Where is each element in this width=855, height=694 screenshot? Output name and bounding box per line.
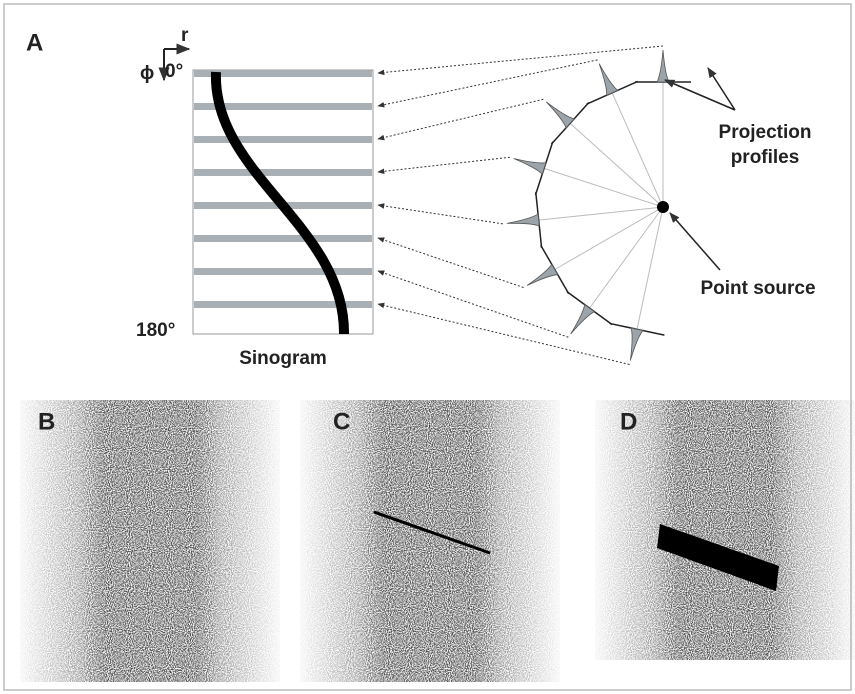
- panel-label: C: [333, 408, 350, 435]
- noise-image: [300, 400, 560, 682]
- panel-label: D: [620, 408, 637, 435]
- page: A r ϕ 0° 180° Sinogram Projection profil…: [0, 0, 855, 694]
- sinogram-stripe: [194, 169, 372, 176]
- panel-label: A: [26, 29, 43, 56]
- noise-image: [595, 400, 855, 660]
- angle-label: 180°: [136, 320, 175, 341]
- caption: profiles: [731, 147, 800, 168]
- noise-image: [20, 400, 280, 682]
- panel-label: B: [38, 408, 55, 435]
- figure: A r ϕ 0° 180° Sinogram Projection profil…: [0, 0, 855, 694]
- axis-label: r: [181, 25, 189, 46]
- image-panel: C: [300, 400, 560, 682]
- point-source: [657, 201, 669, 213]
- angle-label: 0°: [165, 61, 183, 82]
- image-panel: D: [595, 400, 855, 660]
- caption: Point source: [700, 278, 815, 299]
- sinogram-stripe: [194, 136, 372, 143]
- caption: Projection: [719, 122, 812, 143]
- sinogram-stripe: [194, 268, 372, 275]
- axis-label: ϕ: [140, 63, 154, 84]
- sinogram-stripe: [194, 235, 372, 242]
- caption: Sinogram: [239, 348, 327, 369]
- image-panel: B: [20, 400, 280, 682]
